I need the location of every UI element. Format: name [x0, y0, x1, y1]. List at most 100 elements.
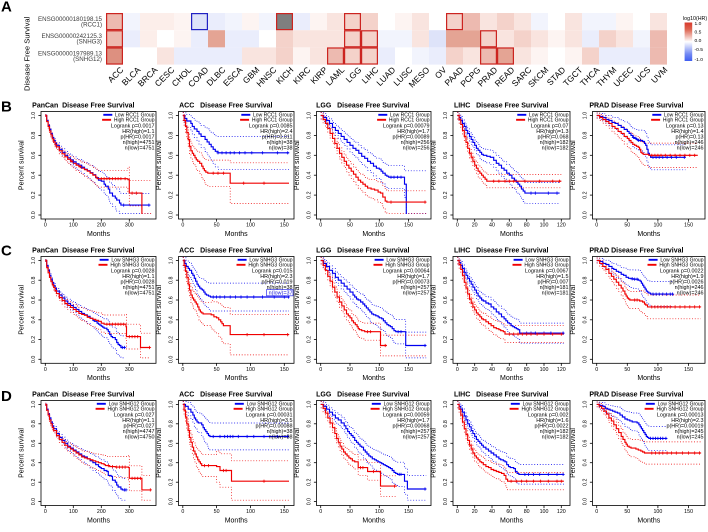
svg-text:0: 0: [595, 509, 598, 515]
svg-text:LGG Disease Free Survival: LGG Disease Free Survival: [316, 248, 409, 255]
svg-text:ACC Disease Free Survival: ACC Disease Free Survival: [179, 392, 272, 399]
svg-text:n(low)=38: n(low)=38: [269, 145, 293, 151]
svg-text:High SNHG3 Group: High SNHG3 Group: [248, 262, 292, 268]
svg-text:High RCC1 Group: High RCC1 Group: [114, 117, 155, 123]
svg-text:0.8: 0.8: [31, 420, 37, 427]
svg-text:Low RCC1 Group: Low RCC1 Group: [390, 112, 430, 118]
svg-text:0.4: 0.4: [307, 459, 313, 466]
svg-text:Months: Months: [362, 517, 385, 524]
svg-text:High SNHG3 Group: High SNHG3 Group: [659, 262, 703, 268]
svg-text:Months: Months: [637, 231, 660, 238]
svg-text:0.0: 0.0: [307, 498, 313, 505]
svg-text:Months: Months: [87, 517, 110, 524]
svg-text:Logrank p=0.0022: Logrank p=0.0022: [660, 269, 704, 275]
svg-text:LIHC Disease Free Survival: LIHC Disease Free Survival: [454, 103, 549, 110]
svg-text:40: 40: [489, 367, 495, 373]
svg-text:0.0: 0.0: [169, 356, 175, 363]
svg-text:Low RCC1 Group: Low RCC1 Group: [253, 112, 293, 118]
svg-text:0.2: 0.2: [443, 336, 449, 343]
svg-text:150: 150: [280, 223, 289, 229]
svg-text:Percent survival: Percent survival: [156, 428, 163, 478]
svg-text:0.6: 0.6: [443, 152, 449, 159]
svg-text:50: 50: [624, 223, 630, 229]
svg-text:300: 300: [125, 223, 134, 229]
svg-text:High SNHG3 Group: High SNHG3 Group: [524, 262, 568, 268]
svg-text:0.0: 0.0: [443, 356, 449, 363]
svg-text:50: 50: [347, 509, 353, 515]
svg-text:0.4: 0.4: [169, 316, 175, 323]
svg-text:1.0: 1.0: [307, 112, 313, 119]
svg-text:n(low)=4751: n(low)=4751: [125, 290, 155, 296]
svg-text:80: 80: [524, 367, 530, 373]
svg-text:A: A: [1, 0, 12, 16]
svg-text:Logrank p=0.00059: Logrank p=0.00059: [383, 413, 430, 419]
svg-text:Percent survival: Percent survival: [570, 285, 577, 335]
svg-text:1.0: 1.0: [307, 257, 313, 264]
svg-text:40: 40: [489, 223, 495, 229]
svg-text:Low RCC1 Group: Low RCC1 Group: [115, 112, 155, 118]
svg-text:0.2: 0.2: [31, 336, 37, 343]
svg-text:80: 80: [524, 223, 530, 229]
svg-text:0.6: 0.6: [443, 440, 449, 447]
svg-text:p(HR)=0.13: p(HR)=0.13: [675, 134, 703, 140]
svg-text:Months: Months: [225, 231, 248, 238]
svg-text:0.0: 0.0: [583, 498, 589, 505]
svg-text:High SNHG12 Group: High SNHG12 Group: [383, 406, 430, 412]
svg-text:HR(high)=3.5: HR(high)=3.5: [260, 418, 292, 424]
svg-text:Logrank p=0.00013: Logrank p=0.00013: [657, 413, 704, 419]
svg-text:Low SNHG3 Group: Low SNHG3 Group: [525, 257, 568, 263]
svg-text:Logrank p=0.0028: Logrank p=0.0028: [111, 269, 155, 275]
svg-text:Logrank p=0.13: Logrank p=0.13: [666, 124, 704, 130]
svg-text:n(high)=38: n(high)=38: [267, 140, 293, 146]
svg-text:High SNHG3 Group: High SNHG3 Group: [385, 262, 429, 268]
svg-text:p(HR)=0.00019: p(HR)=0.00019: [666, 423, 703, 429]
svg-text:0.2: 0.2: [169, 191, 175, 198]
svg-text:B: B: [1, 99, 12, 116]
svg-text:p(HR)=0.0017: p(HR)=0.0017: [120, 134, 154, 140]
svg-text:-1.0: -1.0: [695, 57, 704, 63]
svg-text:p(HR)=0.00089: p(HR)=0.00089: [392, 134, 429, 140]
svg-text:PRAD Disease Free Survival: PRAD Disease Free Survival: [589, 392, 683, 399]
svg-text:n(low)=181: n(low)=181: [542, 290, 569, 296]
svg-text:n(high)=257: n(high)=257: [401, 285, 430, 291]
svg-text:100: 100: [540, 367, 549, 373]
svg-text:Low RCC1 Group: Low RCC1 Group: [529, 112, 569, 118]
svg-text:D: D: [1, 388, 12, 405]
svg-text:p(HR)=0.019: p(HR)=0.019: [261, 279, 292, 285]
svg-text:Percent survival: Percent survival: [431, 428, 438, 478]
svg-text:0.0: 0.0: [443, 211, 449, 218]
svg-text:1.0: 1.0: [169, 257, 175, 264]
svg-text:Logrank p=0.0017: Logrank p=0.0017: [111, 124, 155, 130]
svg-text:0: 0: [595, 367, 598, 373]
svg-text:1.0: 1.0: [31, 257, 37, 264]
svg-text:0.0: 0.0: [31, 211, 37, 218]
svg-text:Low SNHG3 Group: Low SNHG3 Group: [111, 257, 154, 263]
svg-text:0.2: 0.2: [583, 336, 589, 343]
svg-text:HR(high)=1.7: HR(high)=1.7: [397, 274, 429, 280]
svg-text:300: 300: [125, 509, 134, 515]
svg-text:0.0: 0.0: [31, 498, 37, 505]
svg-text:0.4: 0.4: [31, 459, 37, 466]
svg-text:Logrank p=0.00031: Logrank p=0.00031: [246, 413, 293, 419]
svg-text:20: 20: [472, 223, 478, 229]
svg-text:150: 150: [280, 509, 289, 515]
svg-text:Percent survival: Percent survival: [431, 140, 438, 190]
svg-text:0.8: 0.8: [169, 420, 175, 427]
svg-text:0.0: 0.0: [307, 356, 313, 363]
svg-text:Months: Months: [500, 517, 523, 524]
svg-text:p(HR)=0.00068: p(HR)=0.00068: [392, 423, 429, 429]
svg-text:1.0: 1.0: [443, 112, 449, 119]
svg-text:150: 150: [280, 367, 289, 373]
svg-text:Logrank p=0.0067: Logrank p=0.0067: [525, 269, 569, 275]
svg-text:HR(high)=1.5: HR(high)=1.5: [536, 274, 568, 280]
svg-text:0: 0: [181, 367, 184, 373]
svg-text:High SNHG12 Group: High SNHG12 Group: [657, 406, 704, 412]
svg-text:p(HR)=0.027: p(HR)=0.027: [123, 423, 154, 429]
svg-text:1.0: 1.0: [583, 257, 589, 264]
svg-text:HR(high)=1.1: HR(high)=1.1: [122, 418, 154, 424]
svg-text:0: 0: [44, 223, 47, 229]
svg-text:0.6: 0.6: [31, 440, 37, 447]
svg-text:50: 50: [347, 223, 353, 229]
svg-text:HR(high)=1.6: HR(high)=1.6: [536, 418, 568, 424]
svg-text:50: 50: [624, 509, 630, 515]
